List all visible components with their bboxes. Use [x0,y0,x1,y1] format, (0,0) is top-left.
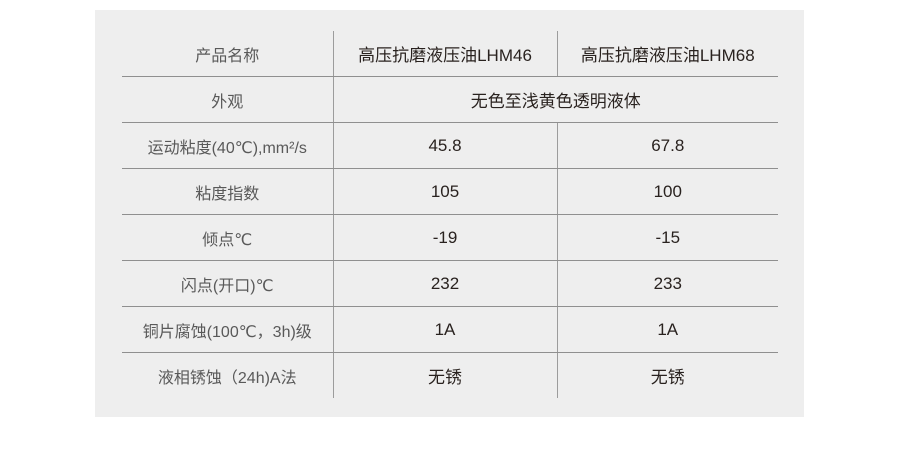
appearance-label: 外观 [122,76,334,123]
spec-value-lhm46: 1A [333,306,558,353]
appearance-value: 无色至浅黄色透明液体 [333,76,778,123]
spec-value-lhm46: 105 [333,168,558,215]
spec-value-lhm68: 无锈 [650,368,685,387]
header-product-lhm46: 高压抗磨液压油LHM46 [333,31,558,77]
table-row-viscosity: 运动粘度(40℃),mm²/s 45.8 67.8 [122,122,778,169]
product-spec-table: 产品名称 高压抗磨液压油LHM46 高压抗磨液压油LHM68 外观 无色至浅黄色… [122,31,778,398]
spec-label-cell: 倾点℃ [122,214,334,261]
spec-panel: 产品名称 高压抗磨液压油LHM46 高压抗磨液压油LHM68 外观 无色至浅黄色… [95,10,804,417]
spec-value-lhm68: 100 [557,168,778,215]
spec-label-cell: 液相锈蚀（24h)A法 [122,352,334,398]
table-row-appearance: 外观 无色至浅黄色透明液体 [122,76,778,123]
spec-label-cell: 粘度指数 [122,168,334,215]
spec-value-lhm68: -15 [557,214,778,261]
table-row-flash-point: 闪点(开口)℃ 232 233 [122,260,778,307]
spec-label-cell: 运动粘度(40℃),mm²/s [122,122,334,169]
spec-value-lhm68: 233 [557,260,778,307]
spec-value-lhm46: 无锈 [333,352,558,398]
spec-value-lhm46: 232 [333,260,558,307]
spec-value-lhm68: 1A [557,306,778,353]
table-row-copper-corrosion: 铜片腐蚀(100℃，3h)级 1A 1A [122,306,778,353]
header-product-name-label: 产品名称 [122,31,334,77]
spec-value-lhm46: -19 [333,214,558,261]
spec-value-lhm68: 67.8 [557,122,778,169]
table-row-pour-point: 倾点℃ -19 -15 [122,214,778,261]
table-row-rust-prevention: 液相锈蚀（24h)A法 无锈 无锈 [122,352,778,398]
spec-label-cell: 铜片腐蚀(100℃，3h)级 [122,306,334,353]
spec-value-lhm46: 45.8 [333,122,558,169]
table-row-viscosity-index: 粘度指数 105 100 [122,168,778,215]
spec-label-cell: 闪点(开口)℃ [122,260,334,307]
header-product-lhm68: 高压抗磨液压油LHM68 [557,31,778,77]
table-row-header: 产品名称 高压抗磨液压油LHM46 高压抗磨液压油LHM68 [122,31,778,77]
